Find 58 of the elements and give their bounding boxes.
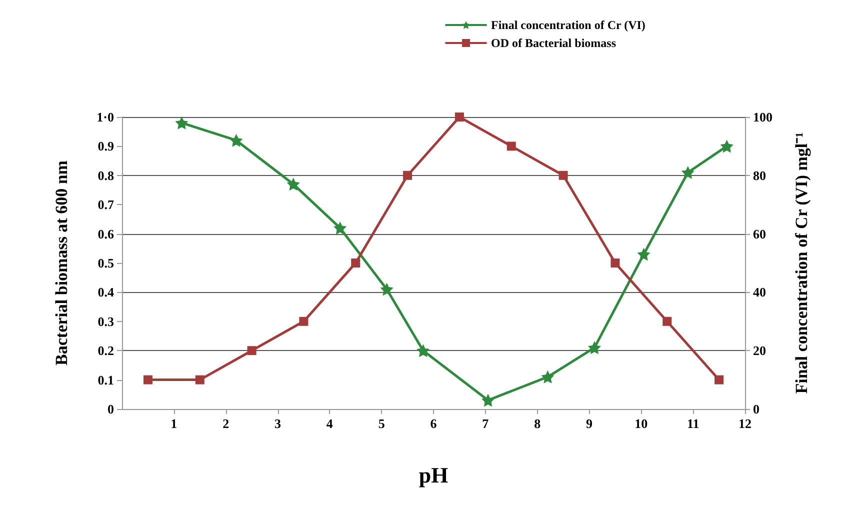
x-tick-label: 11: [686, 416, 700, 431]
point: [558, 170, 568, 180]
point: [351, 258, 360, 268]
x-tick-label: 2: [222, 416, 230, 431]
point: [195, 375, 204, 384]
point: [482, 394, 495, 407]
y2-tick-label: 60: [753, 226, 766, 242]
point: [681, 166, 694, 179]
point: [720, 140, 734, 153]
y2-tick-label: 20: [753, 343, 766, 358]
y2-tick-label: 0: [753, 402, 760, 416]
legend-label: Final concentration of Cr (VI): [491, 18, 646, 32]
point: [454, 112, 464, 122]
point: [662, 316, 672, 326]
point: [610, 258, 620, 268]
y-tick-label: 0.2: [98, 343, 114, 358]
point: [506, 142, 516, 151]
x-tick-label: 10: [634, 416, 648, 431]
y-tick-label: 0.6: [98, 226, 114, 242]
point: [286, 178, 300, 191]
x-tick-label: 5: [378, 416, 386, 431]
x-tick-label: 7: [482, 416, 490, 431]
y-tick-label: 0.9: [98, 138, 114, 154]
x-tick-label: 9: [586, 416, 593, 431]
y-tick-label: 0.7: [98, 197, 114, 212]
x-tick-label: 6: [430, 416, 438, 431]
x-tick-label: 12: [738, 416, 752, 431]
x-tick-label: 4: [326, 416, 334, 431]
point: [416, 344, 430, 358]
point: [541, 370, 554, 384]
point: [175, 116, 188, 130]
y-tick-label: 0.5: [98, 256, 114, 270]
y-tick-label: 0.3: [98, 314, 114, 329]
y-tick-label: 0.1: [98, 372, 114, 388]
y-axis-title: Bacterial biomass at 600 nm: [52, 160, 71, 366]
y-tick-label: 0.4: [98, 284, 114, 300]
point: [637, 248, 650, 261]
y-tick-label: 1·0: [96, 110, 114, 124]
point: [403, 170, 412, 180]
point: [714, 375, 724, 384]
point: [588, 341, 601, 354]
y2-tick-label: 40: [753, 284, 766, 300]
y2-tick-label: 100: [753, 110, 772, 124]
legend-label: OD of Bacterial biomass: [491, 36, 616, 50]
x-tick-label: 8: [534, 416, 542, 431]
point: [230, 134, 243, 147]
x-axis-title: pH: [418, 462, 448, 488]
point: [380, 282, 394, 296]
y-tick-label: 0: [108, 402, 114, 416]
y2-axis-title: Final concentration of Cr (VI) mgl⁻¹: [792, 132, 811, 394]
x-tick-label: 3: [274, 416, 282, 431]
point: [334, 221, 347, 234]
x-tick-label: 1: [170, 416, 178, 431]
point: [143, 375, 152, 384]
point: [247, 346, 256, 356]
y-tick-label: 0.8: [98, 168, 114, 183]
point: [299, 316, 308, 326]
y2-tick-label: 80: [753, 168, 766, 183]
